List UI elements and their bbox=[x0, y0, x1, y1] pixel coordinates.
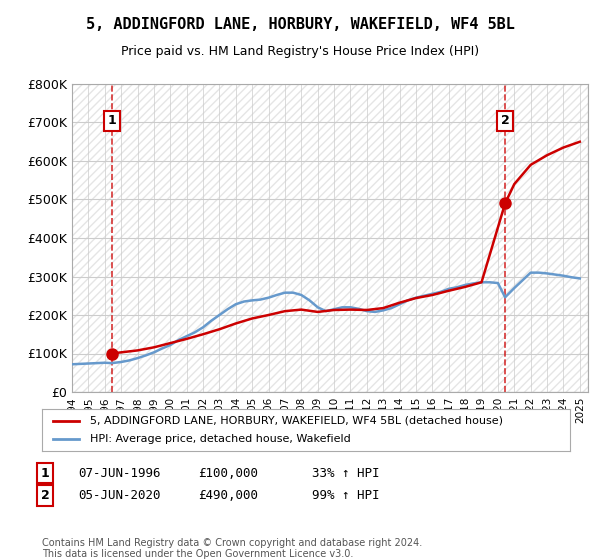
Text: Price paid vs. HM Land Registry's House Price Index (HPI): Price paid vs. HM Land Registry's House … bbox=[121, 45, 479, 58]
Text: 99% ↑ HPI: 99% ↑ HPI bbox=[312, 489, 380, 502]
Text: 1: 1 bbox=[107, 114, 116, 128]
Text: 07-JUN-1996: 07-JUN-1996 bbox=[78, 466, 161, 480]
Text: 1: 1 bbox=[41, 466, 49, 480]
Text: 33% ↑ HPI: 33% ↑ HPI bbox=[312, 466, 380, 480]
Text: £100,000: £100,000 bbox=[198, 466, 258, 480]
Text: 5, ADDINGFORD LANE, HORBURY, WAKEFIELD, WF4 5BL: 5, ADDINGFORD LANE, HORBURY, WAKEFIELD, … bbox=[86, 17, 514, 32]
Text: HPI: Average price, detached house, Wakefield: HPI: Average price, detached house, Wake… bbox=[89, 434, 350, 444]
Text: Contains HM Land Registry data © Crown copyright and database right 2024.
This d: Contains HM Land Registry data © Crown c… bbox=[42, 538, 422, 559]
Text: 2: 2 bbox=[41, 489, 49, 502]
Text: 2: 2 bbox=[501, 114, 509, 128]
Text: £490,000: £490,000 bbox=[198, 489, 258, 502]
Text: 05-JUN-2020: 05-JUN-2020 bbox=[78, 489, 161, 502]
Text: 5, ADDINGFORD LANE, HORBURY, WAKEFIELD, WF4 5BL (detached house): 5, ADDINGFORD LANE, HORBURY, WAKEFIELD, … bbox=[89, 416, 503, 426]
